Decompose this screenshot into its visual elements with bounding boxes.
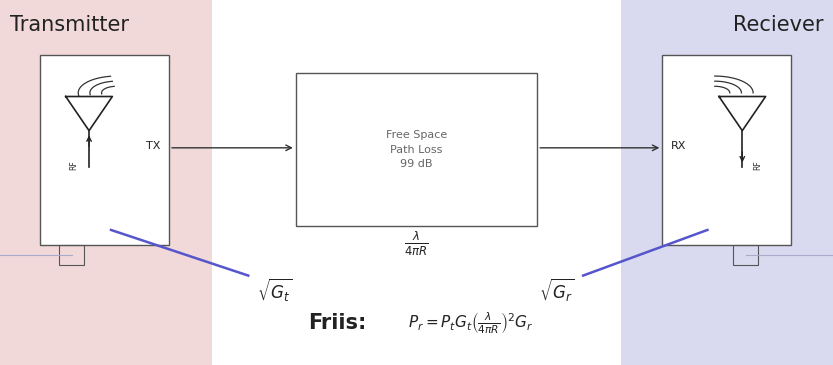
Text: RF: RF — [69, 160, 78, 170]
Text: RX: RX — [671, 141, 686, 151]
Text: $\sqrt{G_t}$: $\sqrt{G_t}$ — [257, 277, 292, 304]
Bar — [621, 0, 833, 365]
Text: Friis:: Friis: — [308, 313, 367, 333]
Bar — [662, 55, 791, 245]
Text: $P_r = P_t G_t \left(\frac{\lambda}{4\pi R}\right)^2 G_r$: $P_r = P_t G_t \left(\frac{\lambda}{4\pi… — [408, 310, 533, 336]
Text: Transmitter: Transmitter — [10, 15, 129, 35]
Text: $\frac{\lambda}{4\pi R}$: $\frac{\lambda}{4\pi R}$ — [404, 230, 429, 258]
Text: TX: TX — [147, 141, 161, 151]
Bar — [40, 55, 169, 245]
Text: Free Space
Path Loss
99 dB: Free Space Path Loss 99 dB — [386, 130, 447, 169]
Bar — [296, 73, 537, 226]
Text: $\sqrt{G_r}$: $\sqrt{G_r}$ — [539, 277, 575, 304]
Bar — [0, 0, 212, 365]
Bar — [59, 245, 84, 265]
Bar — [733, 245, 758, 265]
Text: Reciever: Reciever — [732, 15, 823, 35]
Text: RF: RF — [753, 160, 762, 170]
